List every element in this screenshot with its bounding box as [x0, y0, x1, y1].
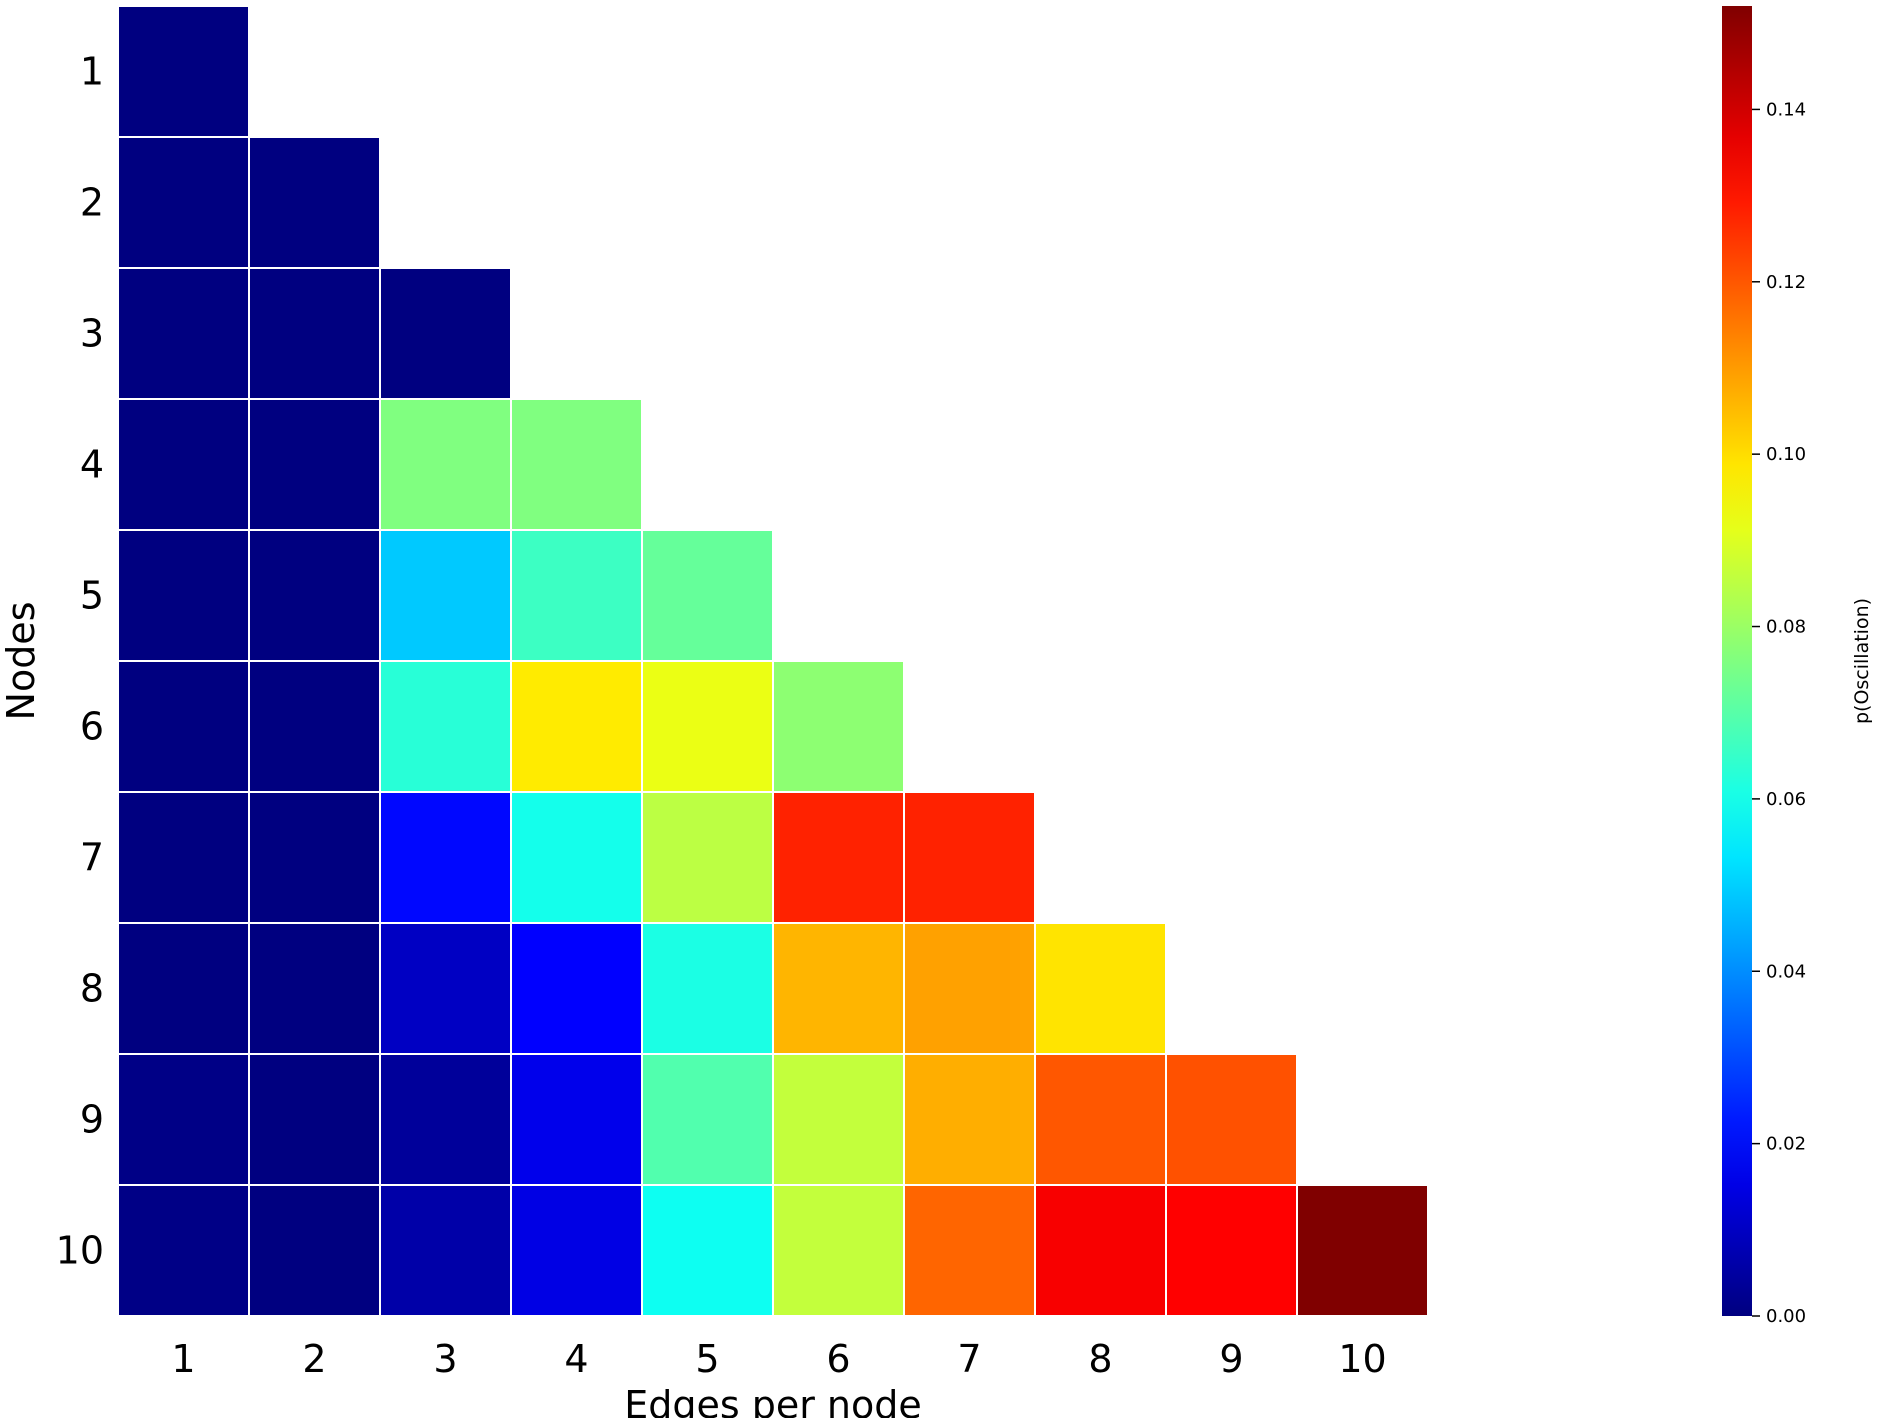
heatmap-cell-r6-c1 — [117, 660, 250, 793]
heatmap-cells — [117, 5, 1429, 1317]
heatmap-cell-r9-c2 — [248, 1053, 381, 1186]
heatmap-cell-r9-c4 — [510, 1053, 643, 1186]
heatmap-cell-r10-c8 — [1034, 1184, 1167, 1317]
heatmap-cell-r10-c3 — [379, 1184, 512, 1317]
y-tick-label: 8 — [80, 967, 104, 1011]
heatmap-cell-r8-c8 — [1034, 922, 1167, 1055]
heatmap-cell-r7-c4 — [510, 791, 643, 924]
heatmap-cell-r5-c2 — [248, 529, 381, 662]
y-tick-label: 9 — [80, 1098, 104, 1142]
colorbar-tick-label: 0.00 — [1766, 1306, 1806, 1327]
heatmap-cell-r8-c7 — [903, 922, 1036, 1055]
colorbar-tick-label: 0.06 — [1766, 789, 1806, 810]
colorbar-tick-label: 0.08 — [1766, 617, 1806, 638]
y-tick-label: 3 — [80, 312, 104, 356]
x-tick-label: 7 — [957, 1337, 981, 1381]
heatmap-cell-r3-c3 — [379, 267, 512, 400]
heatmap-cell-r1-c1 — [117, 5, 250, 138]
heatmap-cell-r6-c6 — [772, 660, 905, 793]
heatmap-cell-r10-c9 — [1165, 1184, 1298, 1317]
heatmap-cell-r9-c1 — [117, 1053, 250, 1186]
x-tick-label: 4 — [564, 1337, 588, 1381]
heatmap-cell-r6-c2 — [248, 660, 381, 793]
heatmap-cell-r2-c1 — [117, 136, 250, 269]
heatmap-cell-r9-c7 — [903, 1053, 1036, 1186]
colorbar-tick-label: 0.14 — [1766, 99, 1806, 120]
y-tick-label: 5 — [80, 574, 104, 618]
heatmap-cell-r7-c7 — [903, 791, 1036, 924]
heatmap-cell-r6-c3 — [379, 660, 512, 793]
x-tick-label: 2 — [302, 1337, 326, 1381]
colorbar-tick-label: 0.04 — [1766, 961, 1806, 982]
x-tick-label: 10 — [1338, 1337, 1386, 1381]
heatmap-cell-r10-c4 — [510, 1184, 643, 1317]
heatmap-cell-r2-c2 — [248, 136, 381, 269]
y-tick-label: 7 — [80, 836, 104, 880]
heatmap-cell-r8-c2 — [248, 922, 381, 1055]
y-axis-ticks: 1 2 3 4 5 6 7 8 9 10 — [56, 50, 104, 1273]
heatmap-cell-r10-c1 — [117, 1184, 250, 1317]
heatmap-cell-r8-c1 — [117, 922, 250, 1055]
heatmap-cell-r3-c1 — [117, 267, 250, 400]
y-tick-label: 4 — [80, 443, 104, 487]
heatmap-cell-r8-c6 — [772, 922, 905, 1055]
heatmap-cell-r9-c9 — [1165, 1053, 1298, 1186]
heatmap-cell-r3-c2 — [248, 267, 381, 400]
heatmap-cell-r4-c2 — [248, 398, 381, 531]
heatmap-cell-r8-c5 — [641, 922, 774, 1055]
heatmap-cell-r6-c5 — [641, 660, 774, 793]
heatmap-cell-r10-c10 — [1296, 1184, 1429, 1317]
heatmap-cell-r7-c5 — [641, 791, 774, 924]
x-tick-label: 8 — [1088, 1337, 1112, 1381]
x-axis-title: Edges per node — [624, 1383, 922, 1418]
heatmap-cell-r4-c3 — [379, 398, 512, 531]
heatmap-cell-r6-c4 — [510, 660, 643, 793]
y-tick-label: 10 — [56, 1229, 104, 1273]
heatmap-cell-r5-c4 — [510, 529, 643, 662]
x-tick-label: 6 — [826, 1337, 850, 1381]
x-tick-label: 5 — [695, 1337, 719, 1381]
colorbar-tick-label: 0.10 — [1766, 444, 1806, 465]
heatmap-cell-r7-c2 — [248, 791, 381, 924]
x-tick-label: 1 — [171, 1337, 195, 1381]
heatmap-cell-r9-c3 — [379, 1053, 512, 1186]
heatmap-cell-r8-c4 — [510, 922, 643, 1055]
y-tick-label: 6 — [80, 705, 104, 749]
x-tick-label: 3 — [433, 1337, 457, 1381]
heatmap-cell-r7-c3 — [379, 791, 512, 924]
heatmap-cell-r7-c1 — [117, 791, 250, 924]
heatmap-cell-r8-c3 — [379, 922, 512, 1055]
colorbar-label: p(Oscillation) — [1851, 598, 1873, 724]
heatmap-cell-r10-c7 — [903, 1184, 1036, 1317]
heatmap-cell-r5-c3 — [379, 529, 512, 662]
heatmap-cell-r10-c2 — [248, 1184, 381, 1317]
heatmap-cell-r4-c1 — [117, 398, 250, 531]
y-tick-label: 2 — [80, 181, 104, 225]
heatmap-cell-r9-c5 — [641, 1053, 774, 1186]
colorbar-ticks: 0.00 0.02 0.04 0.06 0.08 0.10 0.12 0.14 — [1752, 99, 1806, 1327]
y-axis-title: Nodes — [0, 602, 43, 721]
heatmap-cell-r9-c6 — [772, 1053, 905, 1186]
heatmap-cell-r10-c5 — [641, 1184, 774, 1317]
heatmap-cell-r4-c4 — [510, 398, 643, 531]
x-tick-label: 9 — [1219, 1337, 1243, 1381]
colorbar-tick-label: 0.12 — [1766, 272, 1806, 293]
colorbar-tick-label: 0.02 — [1766, 1134, 1806, 1155]
heatmap-cell-r5-c1 — [117, 529, 250, 662]
x-axis-ticks: 1 2 3 4 5 6 7 8 9 10 — [171, 1337, 1386, 1381]
heatmap-cell-r5-c5 — [641, 529, 774, 662]
heatmap-cell-r7-c6 — [772, 791, 905, 924]
heatmap-cell-r9-c8 — [1034, 1053, 1167, 1186]
y-tick-label: 1 — [80, 50, 104, 94]
colorbar — [1722, 6, 1752, 1316]
heatmap-cell-r10-c6 — [772, 1184, 905, 1317]
